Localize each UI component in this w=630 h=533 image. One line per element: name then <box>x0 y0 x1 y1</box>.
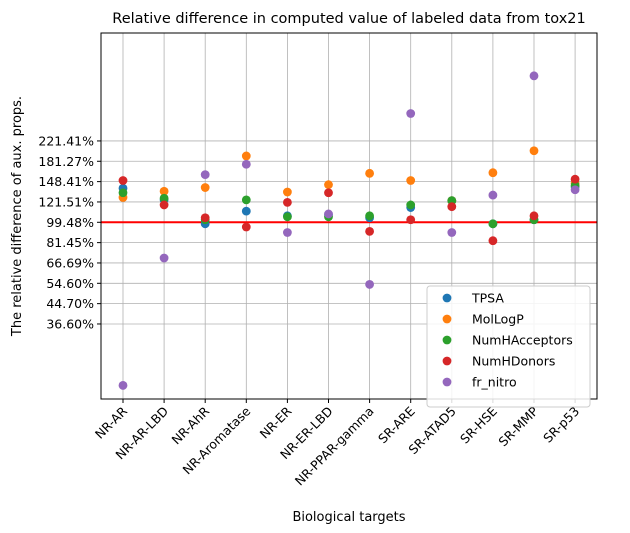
y-tick-label: 148.41% <box>38 174 94 189</box>
legend-label: fr_nitro <box>472 375 517 390</box>
data-point <box>118 381 128 390</box>
y-axis: 36.60% 44.70% 54.60% 66.69% 81.45% 99.48% 121.… <box>38 133 101 331</box>
data-point <box>488 190 498 200</box>
y-tick-label: 44.70% <box>46 296 94 311</box>
legend-label: NumHAcceptors <box>472 333 573 348</box>
legend-marker <box>442 356 452 366</box>
y-tick-label: 81.45% <box>46 235 94 250</box>
x-tick-label: SR-HSE <box>457 403 500 446</box>
y-tick-label: 121.51% <box>38 194 94 209</box>
data-point <box>241 195 251 205</box>
data-point <box>365 280 374 289</box>
data-point <box>488 219 498 229</box>
legend-marker <box>442 335 452 345</box>
y-tick-label: 66.69% <box>46 255 94 270</box>
y-tick-label: 36.60% <box>46 316 94 331</box>
data-points <box>118 71 580 390</box>
data-point <box>570 185 580 195</box>
data-point <box>529 211 539 221</box>
data-point <box>406 109 416 118</box>
x-axis-title: Biological targets <box>292 510 405 525</box>
plot-area-frame <box>100 32 598 400</box>
data-point <box>283 197 292 207</box>
data-point <box>365 168 374 178</box>
x-tick-label: NR-ER <box>257 403 295 441</box>
data-point <box>447 202 457 212</box>
y-axis-title: The relative difference of aux. props. <box>10 96 25 337</box>
legend-marker <box>442 314 452 324</box>
data-point <box>570 174 580 184</box>
data-point <box>324 209 333 219</box>
data-point <box>159 200 169 210</box>
data-point <box>488 168 498 178</box>
legend-marker <box>442 293 452 303</box>
data-point <box>324 180 333 190</box>
y-tick-label: 99.48% <box>46 215 94 230</box>
data-point <box>159 253 169 263</box>
x-tick-label: SR-p53 <box>540 404 582 446</box>
data-point <box>118 188 128 198</box>
data-point <box>200 213 210 223</box>
legend-label: TPSA <box>471 291 504 306</box>
data-point <box>241 151 251 161</box>
legend-frame <box>426 285 591 408</box>
chart-title: Relative difference in computed value of… <box>112 11 585 27</box>
data-point <box>529 146 539 156</box>
data-point <box>447 228 457 237</box>
data-point <box>159 186 169 196</box>
data-point <box>118 176 128 185</box>
data-point <box>406 176 416 185</box>
data-point <box>488 236 498 246</box>
y-tick-label: 54.60% <box>46 276 94 291</box>
data-point <box>529 71 539 81</box>
data-point <box>200 170 210 180</box>
legend-label: NumHDonors <box>472 354 555 369</box>
data-point <box>241 222 251 232</box>
data-point <box>159 193 169 203</box>
legend-label: MolLogP <box>472 312 524 327</box>
data-point <box>406 200 416 210</box>
data-point <box>283 187 292 197</box>
x-tick-label: NR-PPAR-gamma <box>292 404 377 489</box>
y-tick-label: 221.41% <box>38 133 94 148</box>
x-tick-label: NR-AR <box>92 403 130 441</box>
data-point <box>406 215 416 225</box>
data-point <box>241 206 251 216</box>
data-point <box>365 226 374 236</box>
data-point <box>365 211 374 221</box>
data-point <box>283 228 292 237</box>
data-point <box>241 159 251 169</box>
y-tick-label: 181.27% <box>38 154 94 169</box>
legend: TPSA MolLogP NumHAcceptors NumHDonors fr_nit… <box>426 285 591 408</box>
data-point <box>200 183 210 192</box>
legend-marker <box>442 377 452 387</box>
x-tick-label: SR-MMP <box>495 403 541 449</box>
data-point <box>283 212 292 222</box>
data-point <box>324 188 333 198</box>
